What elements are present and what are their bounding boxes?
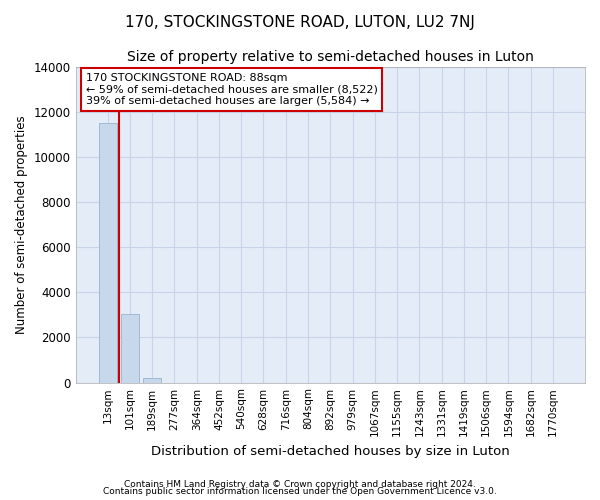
- Text: Contains public sector information licensed under the Open Government Licence v3: Contains public sector information licen…: [103, 487, 497, 496]
- Bar: [143, 378, 161, 382]
- Y-axis label: Number of semi-detached properties: Number of semi-detached properties: [15, 115, 28, 334]
- Title: Size of property relative to semi-detached houses in Luton: Size of property relative to semi-detach…: [127, 50, 534, 64]
- X-axis label: Distribution of semi-detached houses by size in Luton: Distribution of semi-detached houses by …: [151, 444, 509, 458]
- Bar: [121, 314, 139, 382]
- Text: Contains HM Land Registry data © Crown copyright and database right 2024.: Contains HM Land Registry data © Crown c…: [124, 480, 476, 489]
- Text: 170, STOCKINGSTONE ROAD, LUTON, LU2 7NJ: 170, STOCKINGSTONE ROAD, LUTON, LU2 7NJ: [125, 15, 475, 30]
- Bar: [98, 123, 116, 382]
- Text: 170 STOCKINGSTONE ROAD: 88sqm
← 59% of semi-detached houses are smaller (8,522)
: 170 STOCKINGSTONE ROAD: 88sqm ← 59% of s…: [86, 73, 377, 106]
